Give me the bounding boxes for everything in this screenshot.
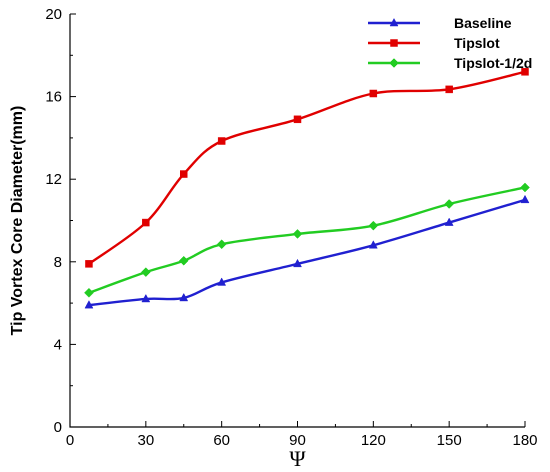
axes: 0 30 60 90 120 150 180 0 4 8 12 16 20 xyxy=(45,6,537,449)
legend-marker xyxy=(389,58,399,68)
legend-marker xyxy=(389,17,399,27)
data-point xyxy=(85,260,93,268)
y-tick-label: 16 xyxy=(45,89,62,106)
series-layer xyxy=(84,68,530,309)
data-point xyxy=(217,277,227,286)
x-tick-label: 60 xyxy=(213,432,230,449)
x-tick-label: 0 xyxy=(66,432,74,449)
y-tick-label: 8 xyxy=(54,254,62,271)
x-axis-label: Ψ xyxy=(289,446,306,471)
legend-item: Tipslot-1/2d xyxy=(368,55,532,71)
series-tipslot-1-2d xyxy=(84,182,530,298)
data-point xyxy=(140,267,151,277)
x-tick-label: 90 xyxy=(289,432,306,449)
series-tipslot xyxy=(85,68,529,268)
legend-marker xyxy=(390,39,398,47)
legend-label: Tipslot-1/2d xyxy=(454,55,532,71)
series-baseline xyxy=(84,194,530,309)
x-tick-label: 120 xyxy=(361,432,386,449)
data-point xyxy=(368,240,378,249)
data-point xyxy=(293,258,302,268)
data-point xyxy=(520,182,530,193)
data-point xyxy=(445,85,453,94)
x-tick-label: 180 xyxy=(512,432,537,449)
data-point xyxy=(521,68,529,76)
data-point xyxy=(216,239,227,250)
y-tick-label: 0 xyxy=(54,419,62,436)
x-tick-label: 150 xyxy=(437,432,462,449)
data-point xyxy=(142,218,150,227)
data-point xyxy=(293,115,302,124)
x-tick-label: 30 xyxy=(137,432,154,449)
data-point xyxy=(178,255,189,266)
series-line xyxy=(88,186,526,294)
y-axis-label: Tip Vortex Core Diameter(mm) xyxy=(9,106,26,336)
data-point xyxy=(217,137,226,145)
data-point xyxy=(368,220,379,231)
legend-item: Tipslot xyxy=(368,35,500,51)
legend-item: Baseline xyxy=(368,15,512,31)
data-point xyxy=(141,293,151,303)
data-point xyxy=(292,229,303,239)
series-line xyxy=(88,70,526,265)
data-point xyxy=(444,217,454,226)
y-tick-label: 20 xyxy=(45,6,62,23)
data-point xyxy=(369,89,378,98)
data-point xyxy=(180,170,188,178)
legend: Baseline Tipslot Tipslot-1/2d xyxy=(368,15,532,71)
y-tick-label: 12 xyxy=(45,171,62,188)
y-tick-label: 4 xyxy=(54,336,62,353)
data-point xyxy=(179,292,189,302)
data-point xyxy=(444,199,455,209)
data-point xyxy=(84,300,94,309)
data-point xyxy=(520,194,530,204)
legend-label: Baseline xyxy=(454,15,512,31)
legend-label: Tipslot xyxy=(454,35,500,51)
series-line xyxy=(88,198,526,307)
data-point xyxy=(84,287,94,298)
